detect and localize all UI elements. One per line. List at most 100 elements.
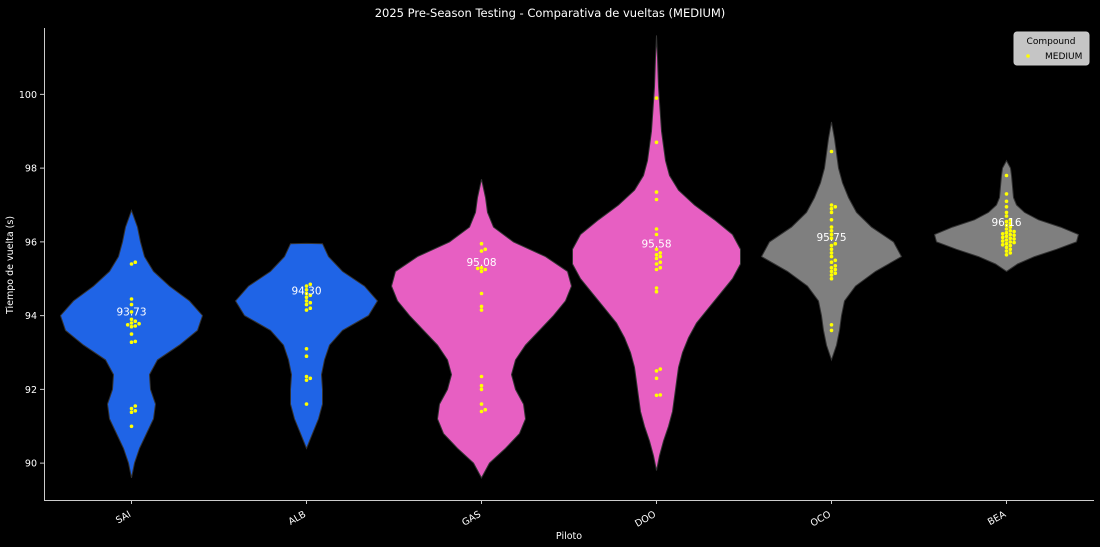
lap-point-oco [833, 258, 838, 263]
lap-point-doo [654, 96, 659, 100]
lap-point-bea [1004, 214, 1009, 218]
lap-point-sai [133, 319, 138, 324]
lap-point-doo [654, 227, 659, 231]
lap-point-doo [654, 369, 659, 373]
lap-point-oco [833, 241, 838, 246]
lap-point-gas [479, 409, 484, 414]
y-tick-label: 100 [19, 90, 37, 101]
lap-point-alb [308, 376, 313, 381]
lap-point-sai [133, 324, 138, 328]
lap-point-doo [654, 197, 659, 202]
lap-point-alb [304, 308, 309, 312]
lap-point-doo [654, 376, 659, 381]
x-tick-label-alb: ALB [287, 509, 308, 528]
lap-point-sai [129, 297, 134, 301]
x-tick-label-oco: OCO [809, 509, 833, 529]
lap-point-alb [308, 300, 313, 305]
lap-point-gas [483, 247, 488, 252]
x-tick-label-sai: SAI [114, 509, 133, 526]
y-tick-label: 92 [25, 385, 37, 396]
lap-point-bea [1012, 229, 1016, 234]
lap-point-gas [479, 383, 484, 388]
median-label-gas: 95.08 [466, 257, 496, 269]
lap-point-sai [129, 340, 134, 345]
lap-point-gas [483, 267, 488, 272]
lap-point-gas [479, 241, 484, 246]
violin-group-sai: 93.73 [59, 209, 204, 478]
lap-point-oco [829, 260, 834, 265]
lap-point-alb [308, 293, 313, 298]
lap-point-sai [129, 332, 134, 336]
lap-point-bea [1004, 249, 1009, 253]
lap-point-bea [1008, 229, 1013, 233]
lap-point-bea [1008, 243, 1013, 248]
lap-point-sai [129, 317, 134, 322]
lap-point-alb [304, 295, 309, 300]
lap-point-bea [1004, 253, 1009, 257]
lap-point-gas [479, 265, 484, 270]
x-axis-label: Piloto [556, 531, 582, 542]
lap-point-alb [304, 347, 309, 351]
lap-point-doo [654, 232, 659, 237]
lap-point-bea [1008, 240, 1013, 244]
lap-point-doo [658, 251, 663, 255]
lap-point-oco [829, 232, 834, 237]
lap-point-bea [1008, 251, 1013, 255]
lap-point-oco [829, 225, 834, 229]
lap-point-gas [479, 308, 484, 312]
violin-group-oco: 95.75 [760, 121, 903, 362]
lap-point-bea [1004, 205, 1009, 209]
lap-point-bea [1004, 230, 1009, 235]
median-label-bea: 96.16 [991, 217, 1021, 229]
lap-point-bea [1000, 243, 1005, 247]
lap-point-sai [137, 321, 141, 326]
violin-sai [59, 209, 204, 478]
legend: Compound MEDIUM [1013, 31, 1090, 66]
lap-point-alb [304, 378, 309, 383]
lap-point-oco [829, 276, 834, 281]
lap-point-doo [654, 140, 659, 145]
lap-point-alb [304, 284, 309, 288]
median-label-doo: 95.58 [641, 238, 671, 250]
lap-point-gas [479, 387, 484, 392]
lap-point-oco [829, 218, 834, 222]
lap-point-bea [1004, 234, 1009, 239]
violin-group-doo: 95.58 [572, 35, 741, 471]
lap-point-alb [308, 282, 313, 287]
x-tick-label-bea: BEA [986, 509, 1008, 528]
median-label-sai: 93.73 [116, 307, 146, 319]
lap-point-bea [1004, 245, 1009, 250]
plot-area: 93.73 94.30 95.08 95.58 95.75 96.16 [59, 35, 1080, 479]
lap-point-gas [479, 402, 484, 406]
lap-point-oco [833, 205, 838, 209]
y-tick-label: 96 [25, 237, 37, 248]
lap-point-bea [1000, 235, 1005, 240]
violin-gas [390, 179, 573, 479]
y-axis-label: Tiempo de vuelta (s) [5, 216, 16, 315]
lap-point-bea [1004, 241, 1009, 246]
lap-point-oco [833, 271, 838, 276]
median-label-alb: 94.30 [291, 286, 321, 298]
lap-point-gas [479, 374, 484, 379]
lap-point-sai [125, 323, 130, 327]
lap-point-doo [654, 393, 659, 398]
lap-point-doo [658, 260, 663, 265]
lap-point-alb [308, 306, 313, 311]
lap-point-oco [829, 236, 834, 240]
violin-oco [760, 121, 903, 362]
lap-point-oco [829, 254, 834, 259]
lap-point-alb [304, 291, 309, 296]
median-label-oco: 95.75 [816, 232, 846, 244]
lap-point-bea [1000, 239, 1005, 243]
lap-point-bea [1008, 225, 1013, 229]
legend-marker-medium [1026, 54, 1030, 58]
lap-point-bea [1012, 233, 1016, 237]
lap-point-doo [654, 253, 659, 257]
lap-point-doo [654, 267, 659, 272]
lap-point-doo [654, 286, 659, 290]
lap-point-oco [833, 267, 838, 272]
violin-group-bea: 96.16 [933, 159, 1080, 273]
violin-group-gas: 95.08 [390, 179, 573, 479]
lap-point-alb [304, 374, 309, 379]
lap-point-sai [129, 424, 134, 429]
